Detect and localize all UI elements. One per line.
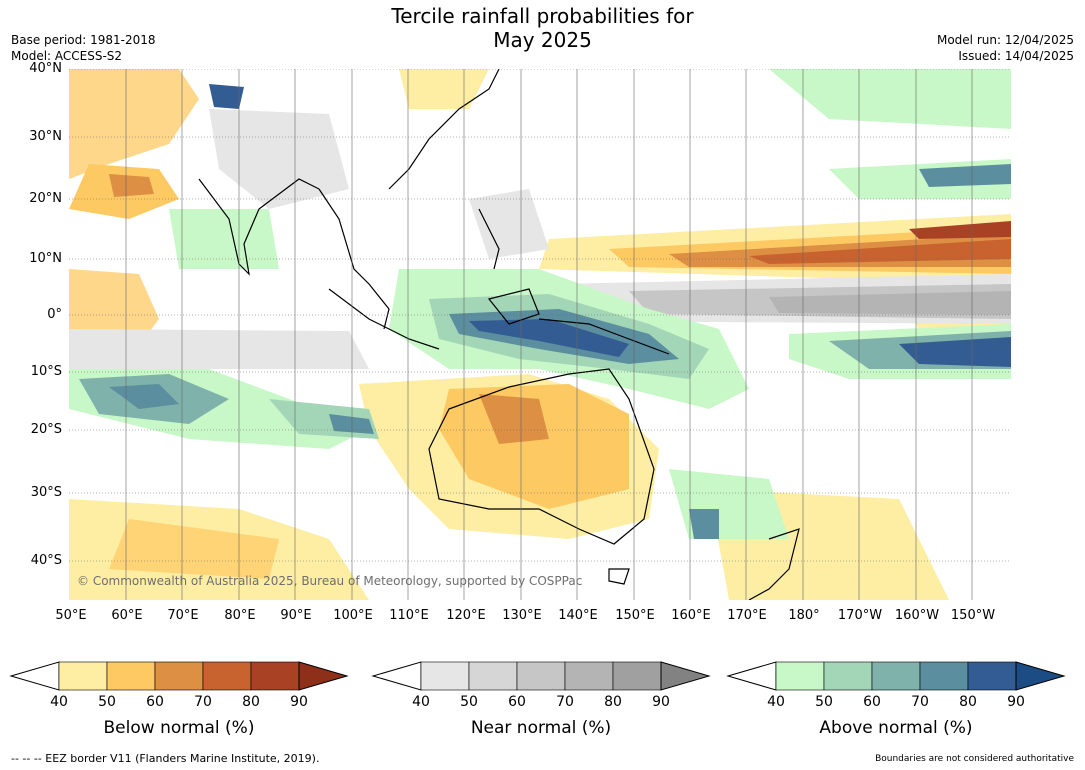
colorbar-near-normal bbox=[371, 661, 711, 691]
map-title: Tercile rainfall probabilities for May 2… bbox=[0, 4, 1085, 52]
cb-above-tick-90: 90 bbox=[1007, 694, 1025, 710]
lat-label-20n: 20°N bbox=[29, 191, 62, 206]
lat-label-40n: 40°N bbox=[29, 61, 62, 76]
cb-below-tick-40: 40 bbox=[50, 694, 68, 710]
cb-below-tick-70: 70 bbox=[194, 694, 212, 710]
graticule bbox=[69, 69, 1011, 562]
cb-near-tick-90: 90 bbox=[652, 694, 670, 710]
cb-near-tick-80: 80 bbox=[604, 694, 622, 710]
cb-below-tick-50: 50 bbox=[98, 694, 116, 710]
lon-label-150e: 150°E bbox=[615, 608, 655, 623]
boundary-disclaimer: Boundaries are not considered authoritat… bbox=[875, 754, 1074, 764]
meta-right: Model run: 12/04/2025 Issued: 14/04/2025 bbox=[937, 32, 1074, 64]
lon-label-80e: 80°E bbox=[224, 608, 256, 623]
rainfall-probability-map: © Commonwealth of Australia 2025, Bureau… bbox=[69, 69, 1011, 600]
below-normal-regions bbox=[69, 69, 1011, 600]
lon-label-70e: 70°E bbox=[167, 608, 199, 623]
copyright-notice: © Commonwealth of Australia 2025, Bureau… bbox=[77, 574, 583, 588]
eez-border-note: -- -- -- EEZ border V11 (Flanders Marine… bbox=[11, 752, 320, 765]
lat-label-20s: 20°S bbox=[30, 422, 62, 437]
colorbar-strips bbox=[9, 661, 1066, 691]
lon-label-150w: 150°W bbox=[950, 608, 996, 623]
cb-below-tick-80: 80 bbox=[242, 694, 260, 710]
model-run: Model run: 12/04/2025 bbox=[936, 33, 1074, 47]
cb-below-title: Below normal (%) bbox=[103, 718, 255, 738]
colorbar-above-normal bbox=[726, 661, 1066, 691]
lat-label-0: 0° bbox=[47, 307, 62, 322]
lat-label-40s: 40°S bbox=[30, 553, 62, 568]
cb-near-title: Near normal (%) bbox=[470, 718, 612, 738]
lat-label-30n: 30°N bbox=[29, 129, 62, 144]
lon-label-50e: 50°E bbox=[55, 608, 87, 623]
cb-above-tick-60: 60 bbox=[863, 694, 881, 710]
colorbar-below-normal bbox=[9, 661, 349, 691]
meridians bbox=[125, 69, 973, 600]
lon-label-60e: 60°E bbox=[111, 608, 143, 623]
cb-near-tick-50: 50 bbox=[460, 694, 478, 710]
cb-above-title: Above normal (%) bbox=[819, 718, 973, 738]
lon-label-160e: 160°E bbox=[671, 608, 711, 623]
above-normal-regions bbox=[69, 69, 1011, 539]
lon-label-130e: 130°E bbox=[502, 608, 542, 623]
cb-above-tick-70: 70 bbox=[911, 694, 929, 710]
coastlines bbox=[198, 69, 800, 600]
cb-below-tick-60: 60 bbox=[146, 694, 164, 710]
lat-label-10n: 10°N bbox=[29, 251, 62, 266]
lon-label-110e: 110°E bbox=[389, 608, 429, 623]
lon-label-160w: 160°W bbox=[894, 608, 940, 623]
cb-above-tick-40: 40 bbox=[767, 694, 785, 710]
cb-above-tick-50: 50 bbox=[815, 694, 833, 710]
cb-near-tick-40: 40 bbox=[412, 694, 430, 710]
lon-label-180: 180° bbox=[788, 608, 820, 623]
lon-label-100e: 100°E bbox=[333, 608, 373, 623]
lon-label-170e: 170°E bbox=[727, 608, 767, 623]
base-period: Base period: 1981-2018 bbox=[11, 33, 156, 47]
cb-near-tick-60: 60 bbox=[508, 694, 526, 710]
lat-label-10s: 10°S bbox=[30, 364, 62, 379]
lat-label-30s: 30°S bbox=[30, 485, 62, 500]
meta-left: Base period: 1981-2018 Model: ACCESS-S2 bbox=[11, 32, 156, 64]
lon-label-170w: 170°W bbox=[837, 608, 883, 623]
lon-label-90e: 90°E bbox=[280, 608, 312, 623]
model-name: Model: ACCESS-S2 bbox=[11, 49, 123, 63]
cb-above-tick-80: 80 bbox=[959, 694, 977, 710]
cb-near-tick-70: 70 bbox=[556, 694, 574, 710]
cb-below-tick-90: 90 bbox=[290, 694, 308, 710]
title-line-1: Tercile rainfall probabilities for bbox=[391, 4, 694, 28]
lon-label-140e: 140°E bbox=[558, 608, 598, 623]
lon-label-120e: 120°E bbox=[446, 608, 486, 623]
title-line-2: May 2025 bbox=[493, 28, 592, 52]
map-canvas bbox=[69, 69, 1011, 600]
issued-date: Issued: 14/04/2025 bbox=[958, 49, 1074, 63]
